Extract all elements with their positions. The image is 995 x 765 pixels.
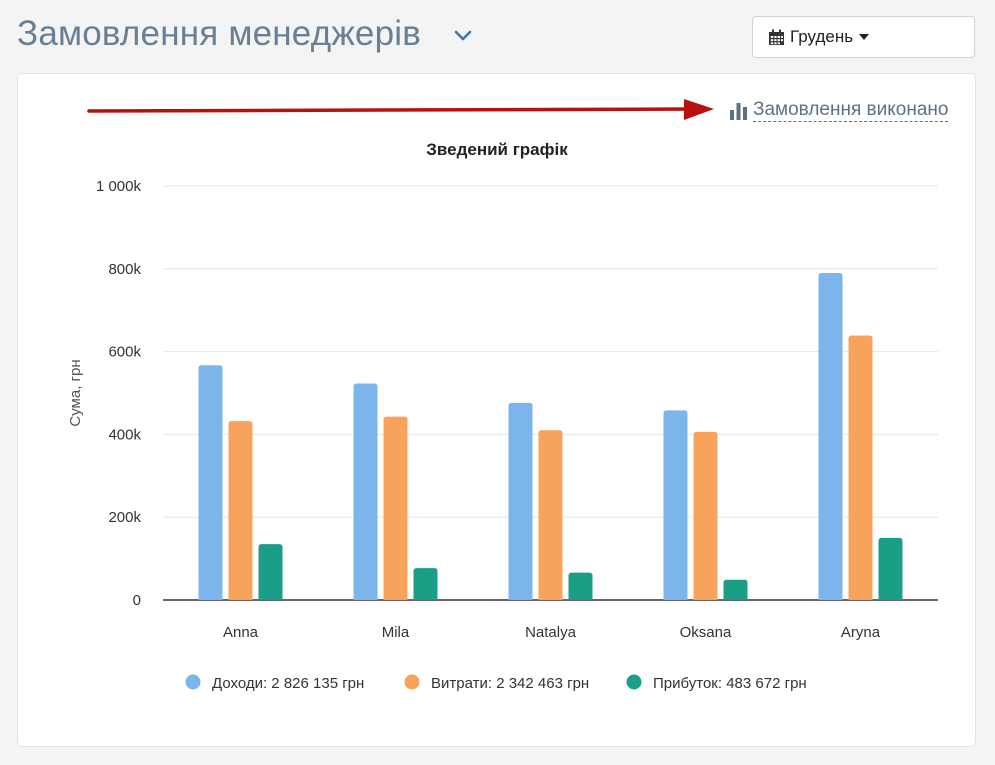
arrow-right-icon bbox=[87, 99, 714, 120]
bar[interactable] bbox=[258, 544, 283, 600]
bar[interactable] bbox=[878, 537, 903, 600]
bar[interactable] bbox=[693, 431, 718, 600]
bar[interactable] bbox=[508, 402, 533, 600]
bar[interactable] bbox=[723, 579, 748, 600]
y-tick-label: 0 bbox=[133, 592, 141, 609]
page-title: Замовлення менеджерів bbox=[17, 14, 422, 53]
bar[interactable] bbox=[848, 335, 873, 600]
bar[interactable] bbox=[228, 421, 253, 600]
legend-item-label[interactable]: Витрати: 2 342 463 грн bbox=[431, 675, 589, 692]
y-tick-label: 200k bbox=[108, 509, 141, 526]
caret-down-icon bbox=[859, 34, 870, 40]
x-tick-label: Oksana bbox=[680, 624, 732, 641]
y-tick-label: 600k bbox=[108, 344, 141, 361]
month-select-value: Грудень bbox=[790, 27, 854, 46]
bar[interactable] bbox=[198, 365, 223, 600]
x-tick-label: Natalya bbox=[525, 624, 577, 641]
chart-card bbox=[17, 73, 976, 747]
legend-marker[interactable] bbox=[185, 674, 201, 690]
legend-item-label[interactable]: Прибуток: 483 672 грн bbox=[653, 675, 807, 692]
bar[interactable] bbox=[538, 430, 563, 600]
calendar-icon bbox=[769, 29, 784, 45]
orders-done-toggle[interactable]: Замовлення виконано bbox=[729, 99, 949, 122]
y-axis-label: Сума, грн bbox=[67, 359, 84, 426]
bar[interactable] bbox=[818, 272, 843, 600]
legend-marker[interactable] bbox=[626, 674, 642, 690]
orders-done-label: Замовлення виконано bbox=[753, 99, 949, 122]
bar-chart-icon bbox=[730, 102, 747, 120]
bar[interactable] bbox=[383, 416, 408, 600]
x-tick-label: Anna bbox=[223, 624, 259, 641]
legend-item-label[interactable]: Доходи: 2 826 135 грн bbox=[212, 675, 364, 692]
x-tick-label: Mila bbox=[382, 624, 410, 641]
bar[interactable] bbox=[353, 383, 378, 600]
bar[interactable] bbox=[413, 568, 438, 600]
y-tick-label: 400k bbox=[108, 426, 141, 443]
legend-marker[interactable] bbox=[404, 674, 420, 690]
x-tick-label: Aryna bbox=[841, 624, 881, 641]
y-tick-label: 800k bbox=[108, 261, 141, 278]
month-select[interactable]: Грудень bbox=[752, 16, 975, 58]
y-tick-label: 1 000k bbox=[96, 178, 142, 195]
bar[interactable] bbox=[568, 572, 593, 600]
bar[interactable] bbox=[663, 410, 688, 600]
chart-title: Зведений графік bbox=[426, 140, 568, 159]
chevron-down-icon[interactable] bbox=[453, 29, 473, 43]
